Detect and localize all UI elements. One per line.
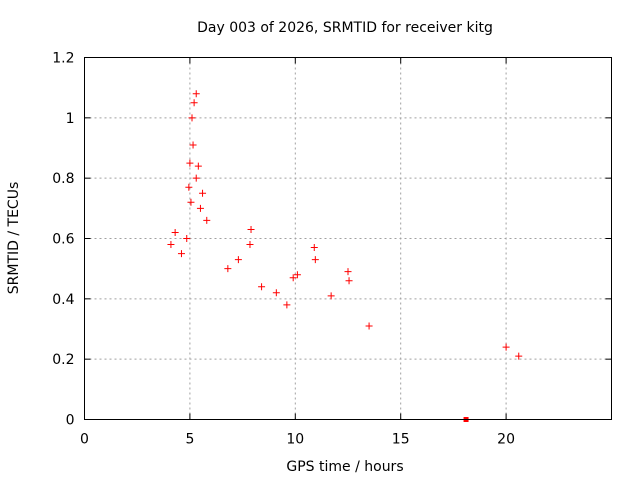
data-point-peak	[185, 183, 193, 191]
data-point-peak	[311, 256, 319, 264]
x-tick-label: 10	[286, 432, 304, 448]
y-tick-label: 0.8	[52, 171, 74, 187]
y-axis-label: SRMTID / TECUs	[6, 182, 22, 295]
data-point-peak	[327, 292, 335, 300]
data-point-peak	[187, 198, 195, 206]
y-tick-label: 0.2	[52, 352, 74, 368]
data-point-peak	[515, 352, 523, 360]
data-point-peak	[183, 235, 191, 242]
y-tick-label: 1	[66, 111, 75, 127]
data-point-peak	[258, 283, 266, 291]
data-points	[167, 90, 523, 422]
data-point-peak	[189, 141, 197, 149]
x-axis-label: GPS time / hours	[286, 459, 403, 475]
data-point-peak	[196, 204, 204, 212]
data-point-peak	[203, 216, 211, 224]
data-point-peak	[247, 225, 255, 233]
data-point-peak	[246, 241, 254, 249]
data-point-peak	[186, 159, 194, 167]
axis-ticks	[84, 57, 612, 420]
data-point-peak	[190, 99, 198, 107]
chart-title: Day 003 of 2026, SRMTID for receiver kit…	[197, 20, 493, 36]
data-point-peak	[167, 241, 175, 249]
data-point-peak	[310, 244, 318, 252]
data-point-peak	[171, 228, 179, 236]
data-point-peak	[199, 189, 207, 197]
plot-frame	[84, 57, 612, 420]
x-tick-label: 0	[80, 432, 89, 448]
data-point-peak	[192, 174, 200, 182]
data-point-peak	[224, 265, 232, 273]
y-tick-label: 0	[66, 413, 75, 429]
data-point-peak	[188, 114, 196, 122]
x-tick-label: 20	[497, 432, 515, 448]
data-point-peak	[344, 268, 352, 276]
data-point-peak	[192, 90, 200, 98]
data-point-peak	[502, 343, 510, 351]
data-point-peak	[272, 289, 280, 297]
data-point-peak	[289, 274, 297, 282]
y-tick-label: 0.6	[52, 232, 74, 248]
data-point-peak	[283, 301, 291, 309]
grid-lines	[84, 57, 612, 420]
data-point-peak	[194, 162, 202, 170]
data-point-peak	[177, 250, 185, 258]
data-point-peak	[365, 322, 373, 330]
data-point-peak	[293, 271, 301, 279]
y-tick-label: 1.2	[52, 51, 74, 67]
x-tick-label: 15	[392, 432, 410, 448]
data-point-peak	[345, 277, 353, 285]
y-tick-label: 0.4	[52, 292, 74, 308]
x-tick-label: 5	[185, 432, 194, 448]
tick-labels: 0 0.2 0.4 0.6 0.8 1 1.2 0 5 10 15 20	[52, 51, 515, 448]
data-point-peak	[234, 256, 242, 264]
